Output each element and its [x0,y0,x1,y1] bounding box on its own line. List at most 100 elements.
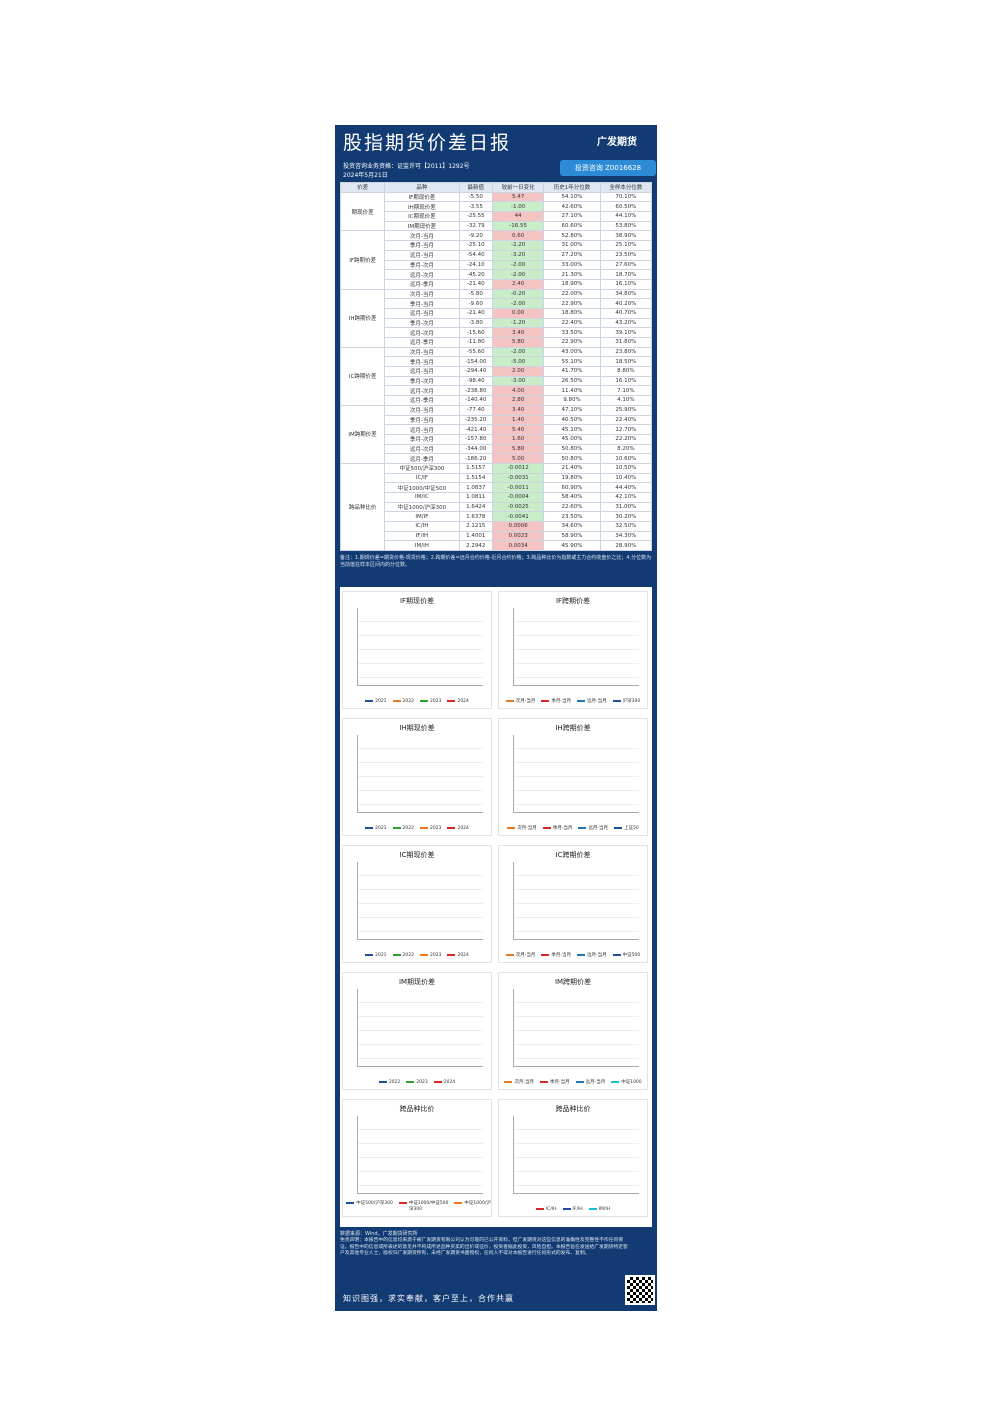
slogan: 知识图强，求实奉献，客户至上，合作共赢 [343,1294,514,1303]
chart-title: 跨品种比价 [399,1105,435,1113]
legend-swatch [392,826,401,829]
legend-label: 季月-当月 [551,699,572,704]
table-row: 远月-次月 -45.20 -2.00 21.30% 18.70% [341,269,653,280]
table-row: 远月-当月 -21.40 0.00 18.80% 40.70% [341,307,653,319]
table-cell: -0.0011 [492,482,545,493]
table-row: 中证1000/沪深300 1.6424 -0.0025 22.60% 31.00% [341,501,653,513]
legend-label: 季月-当月 [551,953,572,958]
table-cell: 远月-季月 [384,337,460,348]
table-cell: -0.20 [492,288,545,300]
table-cell: 远月-当月 [384,249,460,261]
group-cell: IM跨期价差 [339,404,386,464]
legend-swatch [505,699,514,702]
legend-label: 2024 [443,1080,456,1085]
legend-item: 次月-当月 [507,826,537,831]
table-cell: 2.1215 [458,521,494,532]
legend-swatch [612,953,621,956]
table-cell: 18.50% [599,356,653,368]
table-cell: 58.90% [543,530,601,542]
legend-label: 远月-当月 [587,699,607,704]
plot-area [513,608,639,686]
table-cell: 1.5157 [458,462,494,474]
chart-title: IF期现价差 [399,597,435,605]
table-cell: 50.80% [543,443,601,455]
table-cell: 2.00 [492,366,545,377]
table-cell: -21.40 [458,278,494,290]
table-cell: 38.90% [599,230,653,242]
chart-panel: IF跨期价差 次月-当月 季月-当月 远月-当月 沪深300 [498,591,648,709]
table-cell: -238.80 [458,385,494,397]
legend-item: 2023 [420,699,441,704]
legend-swatch [420,953,428,956]
legend-item: 2021 [365,826,387,831]
table-cell: 16.10% [599,375,653,387]
legend-label: 次月-当月 [515,953,536,958]
legend-item: 2024 [447,699,469,704]
table-row: 季月-次月 -3.80 -1.20 22.40% 43.20% [341,317,653,329]
legend-swatch [562,1207,571,1210]
table-row: 远月-季月 -140.40 2.80 9.80% 4.10% [341,395,653,406]
table-cell: 10.60% [599,453,653,464]
table-cell: -1.00 [492,201,545,213]
chart-title: IH跨期价差 [555,724,591,732]
table-cell: 1.5154 [458,472,494,484]
chart-panel: 跨品种比价 中证500/沪深300 中证1000/中证500 中证1000/沪深300 [342,1099,492,1217]
table-cell: -77.40 [458,404,494,416]
table-cell: 5.40 [492,424,545,435]
legend: 2022 2023 2024 [343,1080,491,1085]
table-row: 远月-季月 -11.80 5.80 22.90% 31.80% [341,337,653,348]
table-cell: -344.00 [458,443,494,455]
table-cell: 季月-当月 [384,240,460,251]
table-row: 期现价差 IF期现价差 -5.50 5.47 54.10% 70.10% [339,191,653,232]
legend-item: 次月-当月 [504,1080,534,1085]
legend-label: 次月-当月 [514,1080,534,1085]
table-cell: 45.90% [543,540,601,552]
legend-item: 2023 [420,826,441,831]
table-cell: 远月-次月 [384,327,460,338]
group-cell: IF跨期价差 [339,230,386,290]
table-cell: -15.60 [458,327,494,338]
legend-swatch [588,1207,597,1210]
table-cell: IC期现价差 [384,211,460,222]
table-cell: 22.60% [543,501,601,513]
table-row: IF/IH 1.4001 0.0023 58.90% 34.30% [341,530,653,542]
spread-table: 价差 品种 最新值 较前一日变化 历史1年分位数 全样本分位数 期现价差 IF期现价差 -5.5… [339,182,653,552]
table-cell: IC/IH [384,521,460,532]
legend-label: 次月-当月 [515,699,536,704]
table-cell: 5.80 [492,443,545,455]
legend-swatch [542,826,551,829]
table-cell: 54.10% [543,191,601,203]
table-row: 远月-当月 -294.40 2.00 41.70% 8.80% [341,366,653,377]
group-cell: IC跨期价差 [339,346,386,406]
legend: 次月-当月 季月-当月 远月-当月 中证1000 [499,1079,647,1085]
legend-item: 2023 [406,1080,428,1085]
table-cell: 44.40% [599,482,653,493]
table-cell: -9.20 [458,230,494,242]
legend-swatch [420,826,428,829]
table-cell: IF/IH [384,530,460,542]
legend-item: IF/IH [562,1207,583,1212]
table-cell: 中证1000/沪深300 [384,501,460,513]
table-row: 季月-次月 -98.40 -3.00 26.50% 16.10% [341,375,653,387]
legend-swatch [577,953,586,956]
table-cell: 19.80% [543,472,601,484]
table-cell: 1.0837 [458,482,494,493]
table-cell: -9.60 [458,298,494,309]
legend-label: 2023 [416,1080,428,1085]
legend-item: 季月-当月 [541,953,571,958]
table-cell: 次月-当月 [384,346,460,358]
table-row: IM/IC 1.0811 -0.0004 58.40% 42.10% [341,492,653,503]
table-cell: IM/IH [384,540,460,552]
table-cell: 21.30% [543,269,601,280]
table-cell: IH期现价差 [384,201,460,213]
table-cell: -3.00 [492,375,545,387]
chart-title: IM跨期价差 [554,978,592,986]
table-cell: 16.10% [599,278,653,290]
table-cell: 远月-当月 [384,424,460,435]
legend-item: 中证1000 [611,1080,642,1085]
legend-label: 中证500/沪深300 [356,1201,393,1206]
table-cell: 22.40% [543,317,601,329]
chart-title: IM期现价差 [398,978,436,986]
column-header: 最新值 [458,182,494,193]
